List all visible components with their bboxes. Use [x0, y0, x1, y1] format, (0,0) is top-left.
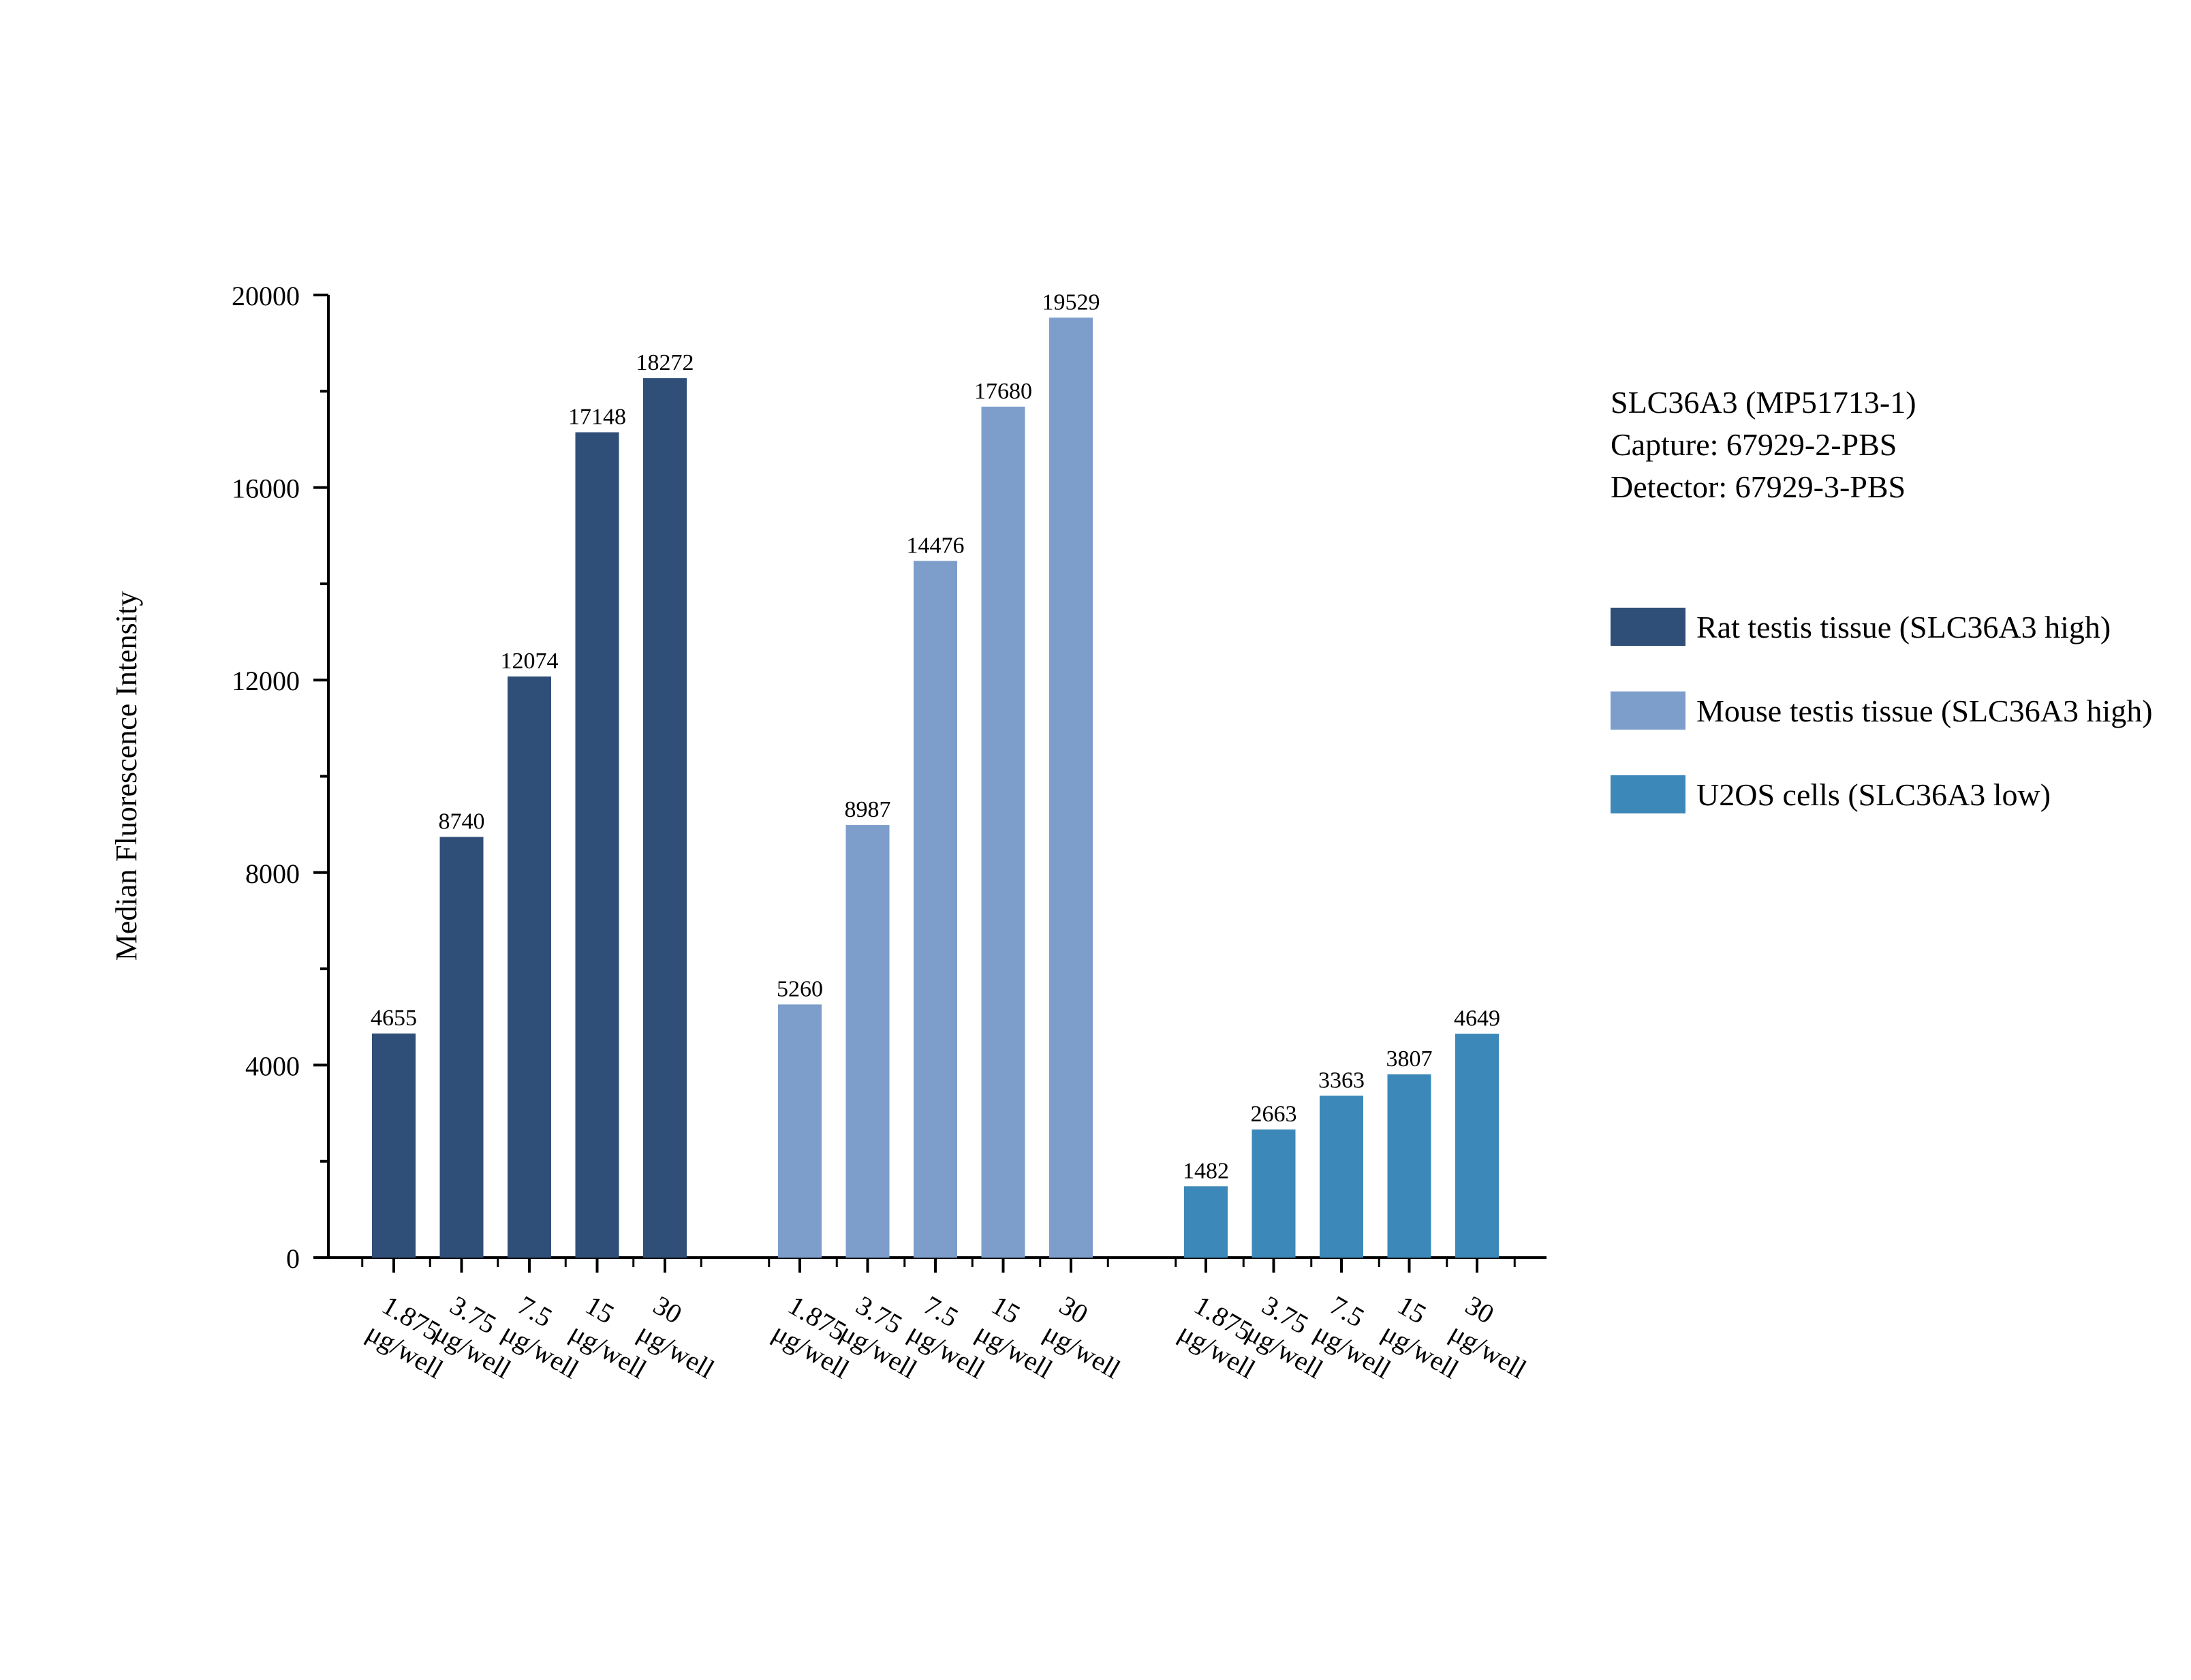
x-tick-label: 7.5μg/well — [1309, 1290, 1412, 1385]
bar-1-2 — [439, 837, 484, 1258]
bar-value-label: 3807 — [1386, 1046, 1433, 1072]
bar-3-2 — [1252, 1129, 1296, 1258]
bar-1-3 — [508, 676, 551, 1258]
y-tick-label: 4000 — [245, 1051, 300, 1081]
bar-value-label: 12074 — [501, 649, 559, 674]
x-tick-label: 30μg/well — [1445, 1290, 1548, 1385]
legend-swatch-rat — [1611, 608, 1685, 646]
legend-item-mouse: Mouse testis tissue (SLC36A3 high) — [1611, 690, 2153, 731]
bar-value-label: 14476 — [907, 533, 965, 558]
bar-value-label: 4649 — [1454, 1006, 1500, 1031]
y-tick-label: 0 — [286, 1243, 300, 1274]
bar-3-5 — [1455, 1033, 1499, 1258]
bar-value-label: 3363 — [1318, 1068, 1365, 1093]
x-tick-label: 30μg/well — [633, 1290, 736, 1385]
bar-2-3 — [914, 561, 957, 1258]
y-tick-label: 12000 — [232, 666, 300, 696]
bar-1-1 — [372, 1033, 416, 1258]
bar-value-label: 17680 — [974, 379, 1032, 404]
chart-info-block: SLC36A3 (MP51713-1) Capture: 67929-2-PBS… — [1611, 382, 1916, 508]
legend-label-mouse: Mouse testis tissue (SLC36A3 high) — [1696, 693, 2153, 728]
bar-value-label: 18272 — [636, 350, 694, 375]
bar-value-label: 8987 — [845, 797, 891, 822]
bar-1-4 — [575, 432, 619, 1258]
legend-item-u2os: U2OS cells (SLC36A3 low) — [1611, 774, 2153, 815]
bar-value-label: 4655 — [371, 1006, 417, 1031]
y-tick-label: 16000 — [232, 473, 300, 504]
y-tick-label: 20000 — [232, 281, 300, 311]
legend-swatch-u2os — [1611, 775, 1685, 813]
bar-3-4 — [1387, 1074, 1431, 1258]
bar-value-label: 1482 — [1183, 1158, 1229, 1183]
bar-2-2 — [845, 825, 890, 1258]
legend-item-rat: Rat testis tissue (SLC36A3 high) — [1611, 606, 2153, 647]
info-line-capture: Capture: 67929-2-PBS — [1611, 427, 1897, 462]
chart-legend: Rat testis tissue (SLC36A3 high) Mouse t… — [1611, 606, 2153, 858]
bar-value-label: 8740 — [439, 809, 485, 835]
x-tick-label: 30μg/well — [1039, 1290, 1142, 1385]
legend-label-u2os: U2OS cells (SLC36A3 low) — [1696, 777, 2051, 812]
bar-3-1 — [1184, 1186, 1228, 1258]
bar-value-label: 19529 — [1042, 290, 1100, 315]
bar-3-3 — [1320, 1095, 1363, 1258]
bar-2-1 — [778, 1004, 822, 1258]
legend-swatch-mouse — [1611, 691, 1685, 730]
y-tick-label: 8000 — [245, 858, 300, 889]
info-line-antibody-pair: SLC36A3 (MP51713-1) — [1611, 385, 1916, 420]
bar-1-5 — [643, 378, 687, 1258]
bar-value-label: 5260 — [777, 976, 823, 1001]
bar-2-4 — [981, 406, 1025, 1258]
bar-value-label: 17148 — [568, 404, 626, 429]
bar-2-5 — [1049, 317, 1093, 1258]
y-axis-label: Median Fluorescence Intensity — [110, 591, 143, 961]
legend-label-rat: Rat testis tissue (SLC36A3 high) — [1696, 609, 2111, 644]
bar-value-label: 2663 — [1251, 1102, 1297, 1127]
info-line-detector: Detector: 67929-3-PBS — [1611, 469, 1906, 504]
